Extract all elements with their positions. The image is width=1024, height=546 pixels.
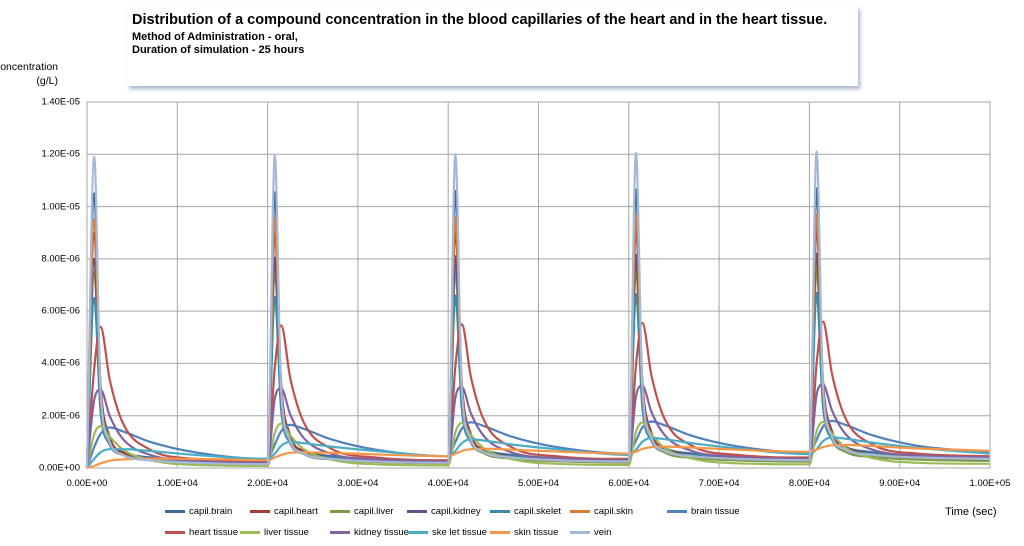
series-line-liver-tissue [85,420,990,469]
y-tick-label: 1.20E-05 [41,148,80,160]
legend-item: kidney tissue [330,527,409,538]
legend-swatch [330,531,350,534]
legend-label: capil.heart [274,506,318,517]
legend-item: capil.heart [250,506,318,517]
legend-label: capil.kidney [431,506,481,517]
y-tick-label: 1.40E-05 [41,96,80,108]
legend-swatch [240,531,260,534]
legend-label: vein [594,527,612,538]
chart-subtitle-line-1: Method of Administration - oral, [132,31,298,43]
legend-item: liver tissue [240,527,309,538]
x-tick-label: 1.00E+04 [156,478,198,489]
legend-item: capil.kidney [407,506,481,517]
legend-label: capil.brain [189,506,233,517]
x-tick-label: 2.00E+04 [247,478,289,489]
legend-swatch [330,510,350,513]
legend-swatch [165,531,185,534]
x-axis-label: Time (sec) [945,506,997,518]
chart-subtitle-line-2: Duration of simulation - 25 hours [132,44,305,56]
y-tick-label: 1.00E-05 [41,201,80,213]
legend-swatch [250,510,270,513]
x-tick-label: 1.00E+05 [969,478,1011,489]
legend-swatch [490,531,510,534]
legend-swatch [570,510,590,513]
x-tick-label: 5.00E+04 [518,478,559,489]
y-tick-label: 0.00E+00 [39,462,80,474]
legend-item: ske let tissue [408,527,487,538]
y-tick-label: 8.00E-06 [41,253,80,265]
legend-item: heart tissue [165,527,238,538]
y-axis-label-line-2: (g/L) [36,75,58,87]
chart-title-box: Distribution of a compound concentration… [127,6,858,86]
y-tick-label: 4.00E-06 [41,357,80,369]
legend-label: capil.skin [594,506,634,517]
series-line-vein [85,150,990,469]
legend-label: liver tissue [264,527,309,538]
x-tick-label: 7.00E+04 [698,478,740,489]
legend-swatch [667,510,687,513]
x-tick-label: 8.00E+04 [788,478,830,489]
x-tick-label: 6.00E+04 [608,478,650,489]
legend-item: capil.liver [330,506,394,517]
x-tick-label: 9.00E+04 [879,478,921,489]
legend-label: capil.liver [354,506,394,517]
y-tick-label: 2.00E-06 [41,410,80,422]
legend-label: skin tissue [514,527,559,538]
series-line-ske-let-tissue [86,436,990,469]
legend-label: brain tissue [691,506,740,517]
legend-item: capil.skelet [490,506,561,517]
legend-item: capil.skin [570,506,633,517]
y-tick-label: 6.00E-06 [41,305,80,317]
legend-swatch [490,510,510,513]
x-tick-label: 4.00E+04 [427,478,469,489]
legend-label: ske let tissue [432,527,487,538]
y-axis-label-line-1: Concentration [0,61,58,73]
series-line-kidney-tissue [85,383,990,469]
legend-label: capil.skelet [514,506,561,517]
legend-label: heart tissue [189,527,239,538]
legend-item: vein [570,527,611,538]
x-tick-label: 0.00E+00 [66,478,108,489]
legend-swatch [570,531,590,534]
plot-border [86,101,991,469]
chart-title: Distribution of a compound concentration… [132,12,828,28]
legend-label: kidney tissue [354,527,409,538]
x-tick-label: 3.00E+04 [337,478,379,489]
legend-item: brain tissue [667,506,740,517]
legend-swatch [408,531,428,534]
legend-swatch [165,510,185,513]
legend-item: capil.brain [165,506,232,517]
legend-item: skin tissue [490,527,558,538]
legend-swatch [407,510,427,513]
